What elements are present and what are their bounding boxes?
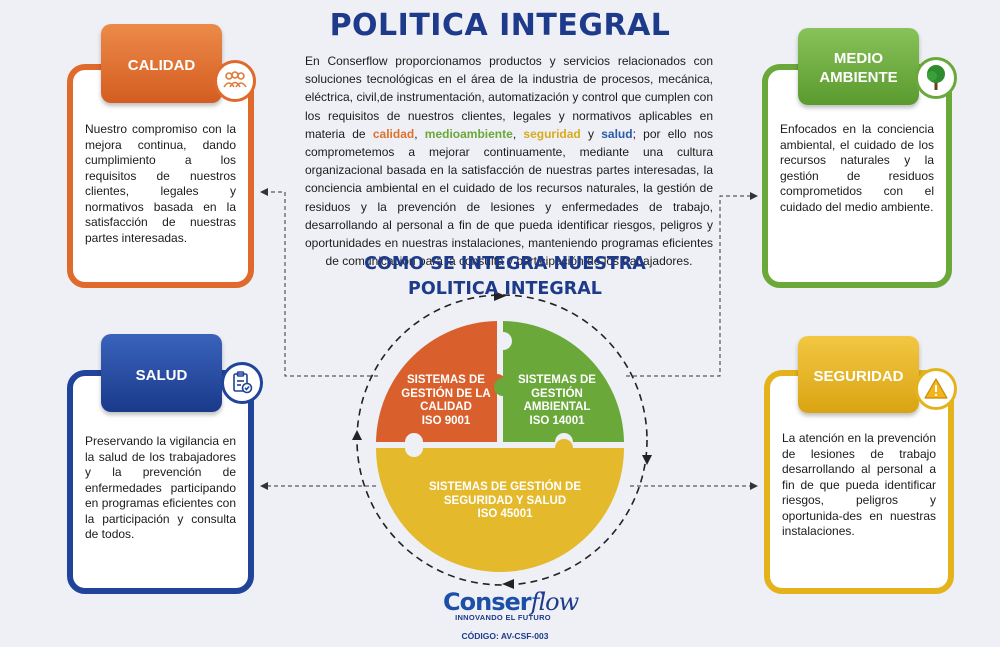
logo-conser: Conser <box>443 588 532 616</box>
ring-arrows <box>352 291 652 589</box>
ring-arrow-right <box>642 455 652 465</box>
tab-medio-label-2: AMBIENTE <box>819 69 898 86</box>
subtitle-line-1: COMO SE INTEGRA NUESTRA <box>364 254 646 274</box>
puzzle-piece-seguridad <box>376 439 624 572</box>
integration-subtitle: COMO SE INTEGRA NUESTRA POLITICA INTEGRA… <box>330 252 680 302</box>
logo-tagline: INNOVANDO EL FUTURO <box>455 613 551 622</box>
tab-calidad-label: CALIDAD <box>127 57 196 74</box>
document-code: CÓDIGO: AV-CSF-003 <box>461 631 549 641</box>
card-calidad-text: Nuestro compromiso con la mejora continu… <box>85 122 236 245</box>
tab-seguridad: SEGURIDAD <box>798 336 919 413</box>
tree-icon <box>915 57 957 99</box>
connector-calidad <box>260 188 378 377</box>
connector-medio <box>626 192 758 377</box>
puzzle-piece-calidad <box>376 321 506 442</box>
policy-intro-text: En Conserflow proporcionamos productos y… <box>305 54 713 269</box>
card-salud-text: Preservando la vigilancia en la salud de… <box>85 434 236 541</box>
keyword-seguridad: seguridad <box>523 126 581 141</box>
puzzle-piece-ambiental <box>494 321 624 442</box>
tab-calidad: CALIDAD <box>101 24 222 103</box>
keyword-medioambiente: medioambiente <box>424 126 513 141</box>
tab-medio-ambiente: MEDIO AMBIENTE <box>798 28 919 105</box>
tab-medio-label-1: MEDIO <box>833 50 884 67</box>
ring-arrow-top <box>494 291 506 301</box>
connector-lines <box>260 188 758 490</box>
clipboard-check-icon <box>221 362 263 404</box>
card-medio-text: Enfocados en la conciencia ambiental, el… <box>780 122 934 214</box>
people-icon <box>214 60 256 102</box>
tab-salud: SALUD <box>101 334 222 412</box>
conserflow-logo: Conserflow INNOVANDO EL FUTURO <box>443 588 579 622</box>
ring-arrow-bottom <box>502 579 514 589</box>
dashed-ring <box>356 294 648 586</box>
logo-flow: flow <box>530 588 580 616</box>
page-title: POLITICA INTEGRAL <box>329 8 671 43</box>
keyword-salud: salud <box>601 126 633 141</box>
subtitle-line-2: POLITICA INTEGRAL <box>408 279 602 299</box>
keyword-calidad: calidad <box>372 126 415 141</box>
puzzle-label-calidad: SISTEMAS DE GESTIÓN DE LA CALIDAD ISO 90… <box>401 374 491 427</box>
warning-icon <box>915 368 957 410</box>
puzzle-label-seguridad: SISTEMAS DE GESTIÓN DE SEGURIDAD Y SALUD… <box>428 481 582 520</box>
puzzle-label-ambiental: SISTEMAS DE GESTIÓN AMBIENTAL ISO 14001 <box>518 374 596 427</box>
tab-seguridad-label: SEGURIDAD <box>813 368 904 385</box>
ring-arrow-left <box>352 430 362 440</box>
card-seguridad-text: La atención en la prevención de lesiones… <box>782 431 936 538</box>
tab-salud-label: SALUD <box>135 367 188 384</box>
